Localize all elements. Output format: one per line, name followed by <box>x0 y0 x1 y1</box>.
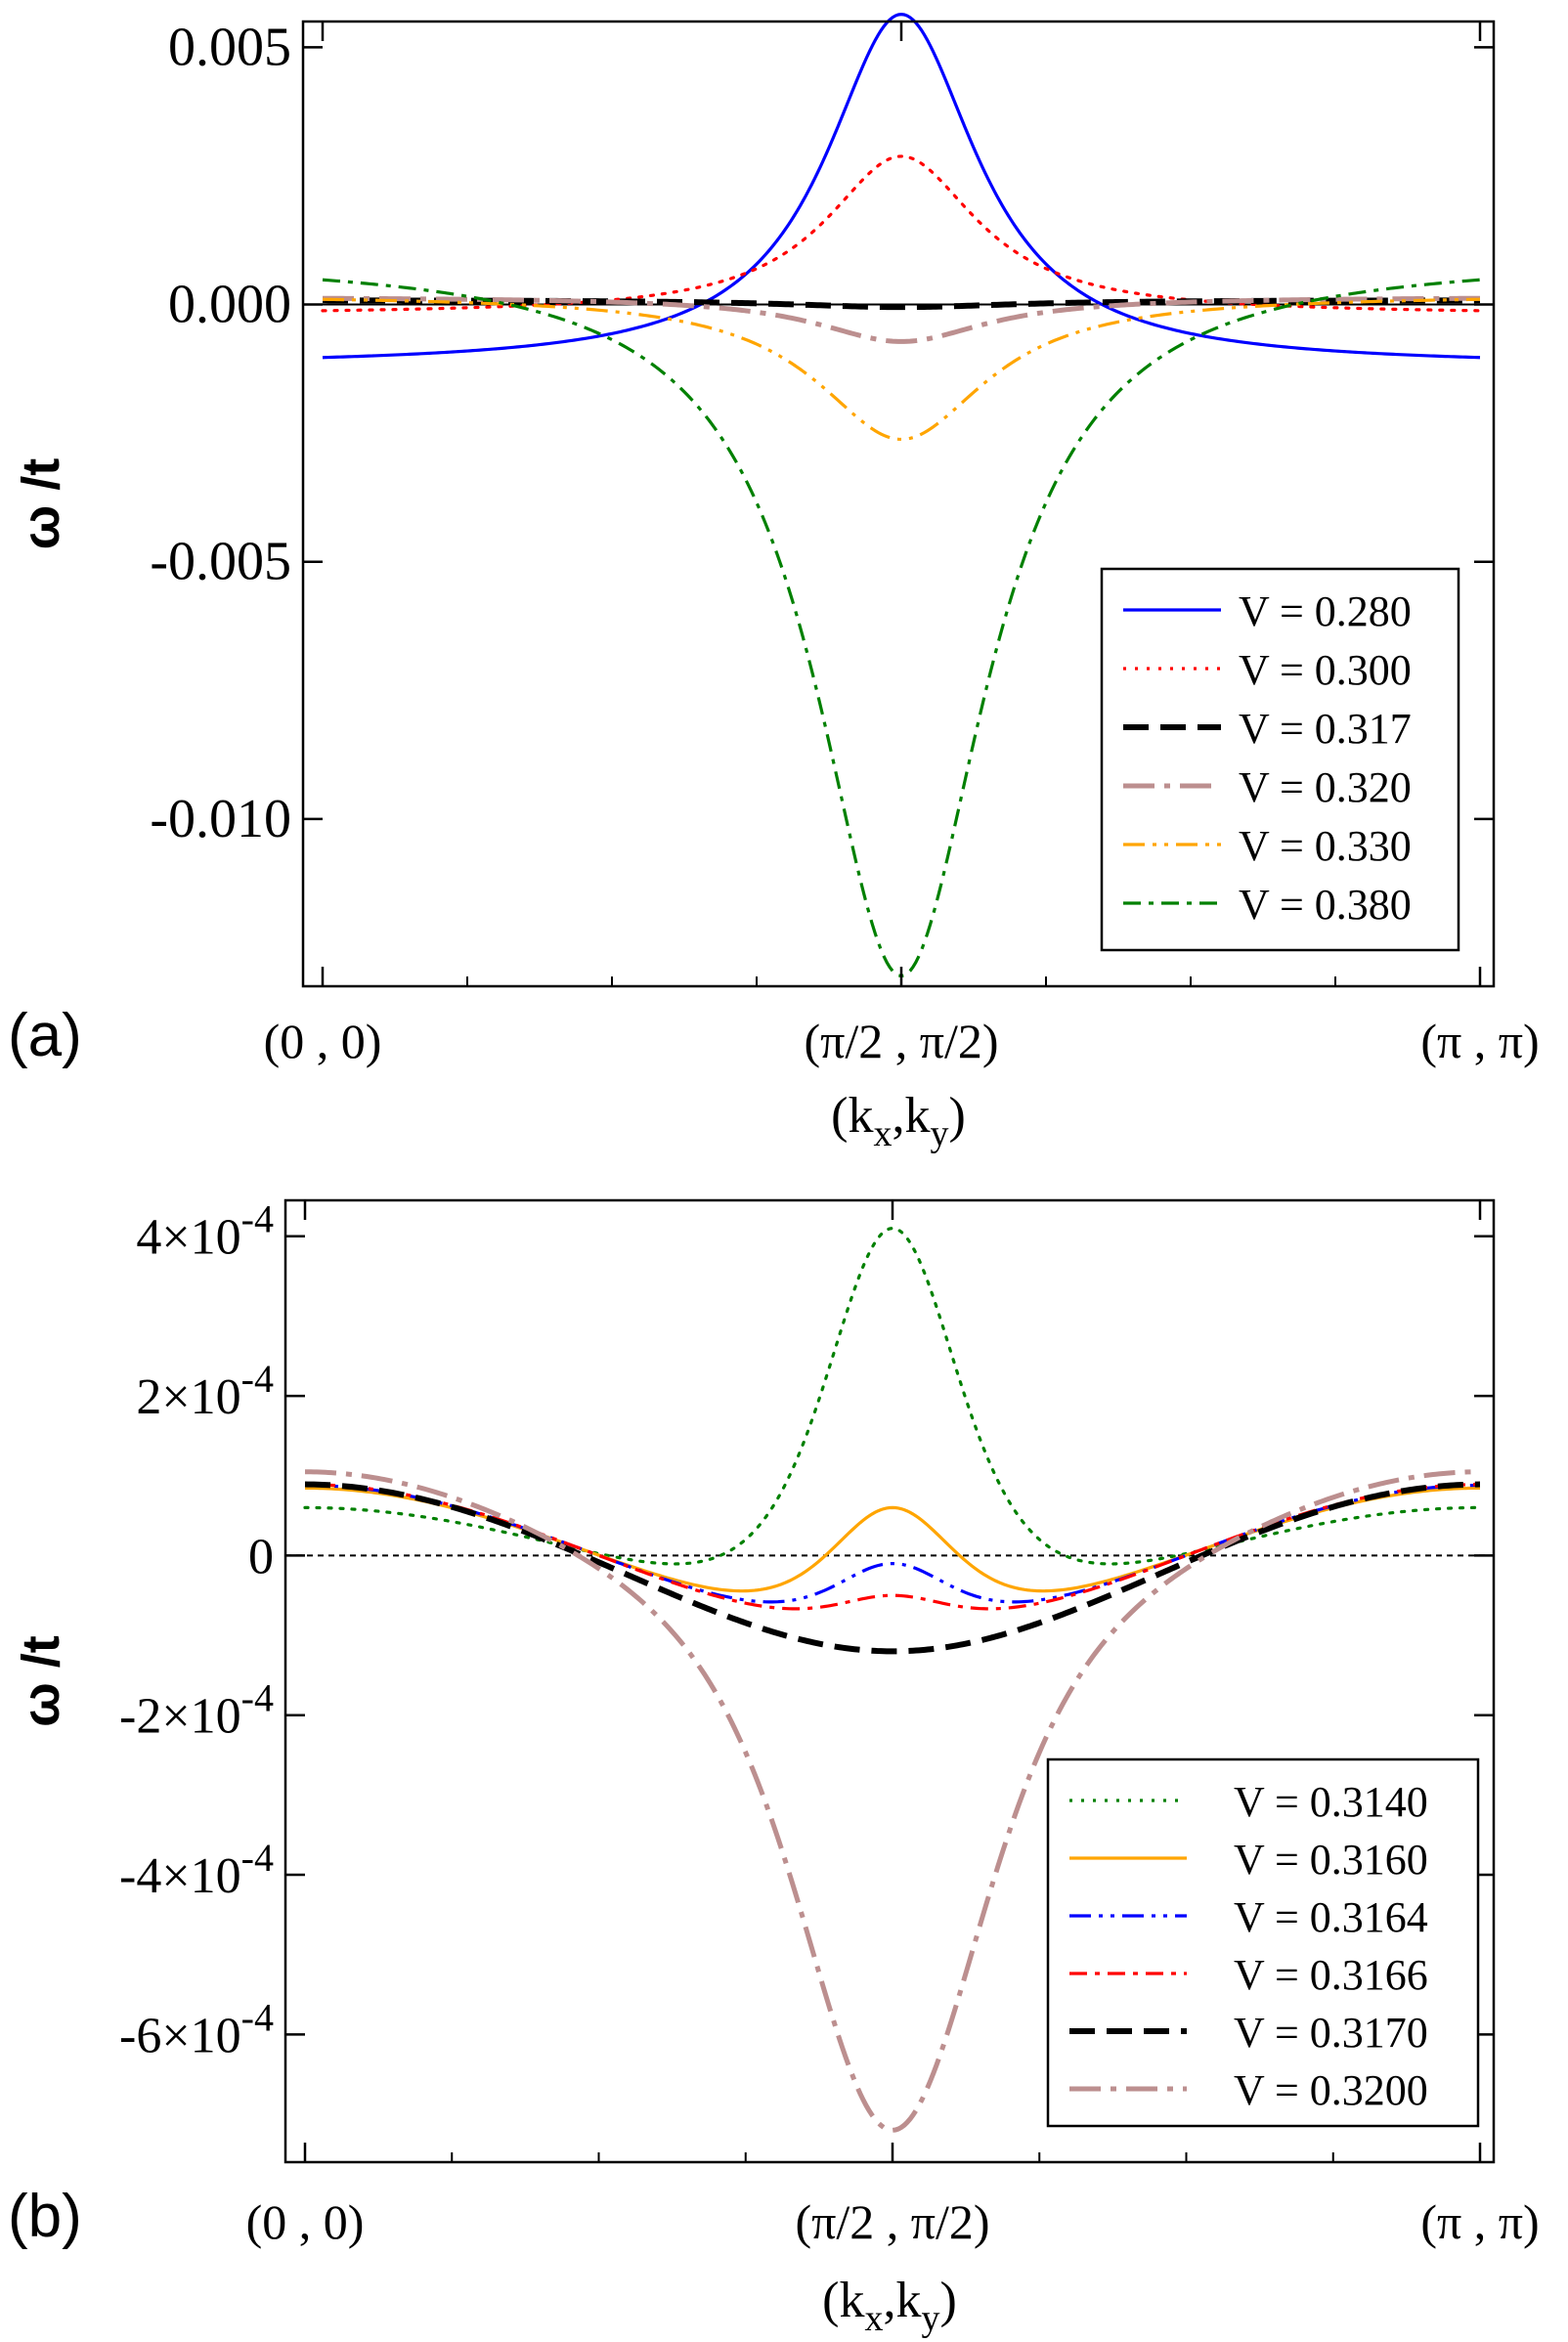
x-axis-label: (kx,ky) <box>831 1088 966 1154</box>
y-tick-label: -4×10-4 <box>119 1836 274 1904</box>
y-axis-label: ω /t <box>12 458 70 550</box>
series-line-5 <box>304 1469 1481 2133</box>
x-tick-label: (0 , 0) <box>264 1014 382 1068</box>
panel-b: (0 , 0) (π/2 , π/2) (π , π) 4×10-4 2×10-4 0 -2… <box>8 1197 1540 2339</box>
legend-label: V = 0.300 <box>1239 646 1412 694</box>
y-tick-label: 0.005 <box>168 17 291 77</box>
series-line-4 <box>304 1481 1481 1655</box>
legend-label: V = 0.320 <box>1239 763 1412 811</box>
legend-box <box>1100 567 1460 952</box>
legend-label: V = 0.3140 <box>1234 1778 1428 1826</box>
y-tick-label: 4×10-4 <box>136 1197 274 1266</box>
legend-label: V = 0.317 <box>1239 705 1412 753</box>
legend-label: V = 0.380 <box>1239 881 1412 929</box>
y-tick-label: -0.005 <box>150 532 291 592</box>
x-tick-label: (0 , 0) <box>246 2194 365 2249</box>
legend-label: V = 0.3166 <box>1234 1951 1428 1999</box>
legend-label: V = 0.3160 <box>1234 1836 1428 1884</box>
legend: V = 0.280 V = 0.300 V = 0.317 V = 0.320 V = … <box>1100 567 1460 952</box>
series-line-2 <box>305 1483 1480 1604</box>
y-tick-label: -6×10-4 <box>119 1995 274 2063</box>
legend-label: V = 0.3164 <box>1234 1893 1428 1941</box>
series-line-3 <box>322 295 1481 344</box>
legend-label: V = 0.3200 <box>1234 2066 1428 2114</box>
y-tick-label: -2×10-4 <box>119 1676 274 1745</box>
series-line-1 <box>321 154 1482 313</box>
legend-label: V = 0.330 <box>1239 822 1412 870</box>
plot-frame <box>283 1198 1496 2164</box>
series-line-0 <box>303 1226 1482 1566</box>
x-tick-label: (π , π) <box>1420 2194 1539 2249</box>
panel-label: (a) <box>8 1002 82 1069</box>
y-tick-label: 2×10-4 <box>136 1357 274 1425</box>
series-line-1 <box>304 1486 1481 1593</box>
x-axis-label: (kx,ky) <box>822 2273 957 2339</box>
legend: V = 0.3140 V = 0.3160 V = 0.3164 V = 0.3166… <box>1046 1757 1480 2128</box>
legend-box <box>1046 1757 1480 2128</box>
series-line-4 <box>322 297 1481 442</box>
x-tick-label: (π/2 , π/2) <box>795 2194 989 2249</box>
legend-label: V = 0.280 <box>1239 587 1412 635</box>
plot-frame <box>301 20 1496 988</box>
panel-a: (0 , 0) (π/2 , π/2) (π , π) 0.005 0.000 -0.00… <box>8 13 1540 1154</box>
series-line-3 <box>304 1483 1481 1611</box>
x-tick-label: (π/2 , π/2) <box>804 1014 998 1068</box>
y-tick-label: -0.010 <box>150 789 291 849</box>
panel-label: (b) <box>8 2183 82 2250</box>
x-tick-label: (π , π) <box>1420 1014 1539 1068</box>
y-axis-label: ω /t <box>12 1635 70 1727</box>
y-tick-label: 0 <box>248 1529 274 1584</box>
y-tick-label: 0.000 <box>168 275 291 335</box>
series-line-0 <box>322 13 1481 360</box>
legend-label: V = 0.3170 <box>1234 2009 1428 2057</box>
